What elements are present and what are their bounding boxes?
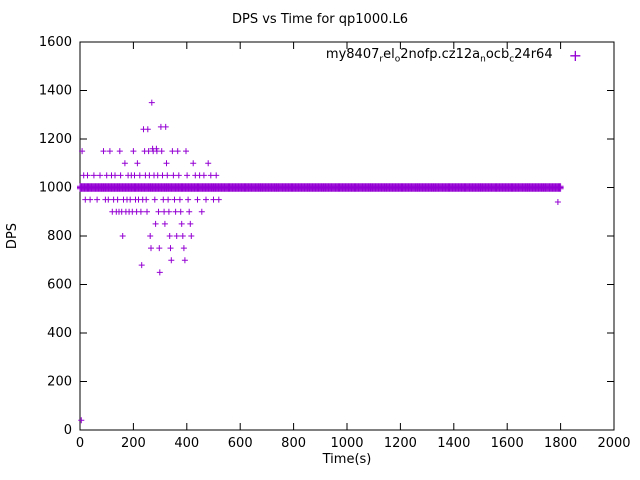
x-tick-label: 1800 — [544, 436, 577, 451]
chart-title: DPS vs Time for qp1000.L6 — [231, 12, 409, 27]
y-tick-label: 1200 — [39, 132, 72, 147]
x-tick-label: 1600 — [491, 436, 524, 451]
x-tick-label: 800 — [281, 436, 306, 451]
x-tick-label: 200 — [121, 436, 146, 451]
x-tick-label: 2000 — [597, 436, 630, 451]
legend-label: my8407relo2nofp.cz12anocbc24r64 — [325, 47, 553, 65]
x-tick-label: 1400 — [437, 436, 470, 451]
x-tick-label: 600 — [228, 436, 253, 451]
y-tick-label: 800 — [47, 229, 72, 244]
plot-border — [79, 41, 615, 431]
legend: my8407relo2nofp.cz12anocbc24r64 + — [326, 47, 582, 65]
x-tick-label: 0 — [76, 436, 84, 451]
x-axis-label: Time(s) — [322, 452, 372, 467]
y-tick-label: 1000 — [39, 181, 72, 196]
y-tick-label: 1400 — [39, 84, 72, 99]
x-tick-label: 400 — [174, 436, 199, 451]
axis-ticks — [79, 41, 615, 431]
plus-marker-icon: + — [568, 45, 582, 65]
x-tick-label: 1000 — [330, 436, 363, 451]
y-tick-label: 600 — [47, 278, 72, 293]
y-axis-label: DPS — [5, 223, 20, 249]
y-tick-label: 400 — [47, 326, 72, 341]
y-tick-label: 1600 — [39, 35, 72, 50]
y-tick-label: 200 — [47, 375, 72, 390]
data-points — [77, 99, 564, 424]
x-tick-label: 1200 — [384, 436, 417, 451]
y-tick-label: 0 — [64, 423, 72, 438]
